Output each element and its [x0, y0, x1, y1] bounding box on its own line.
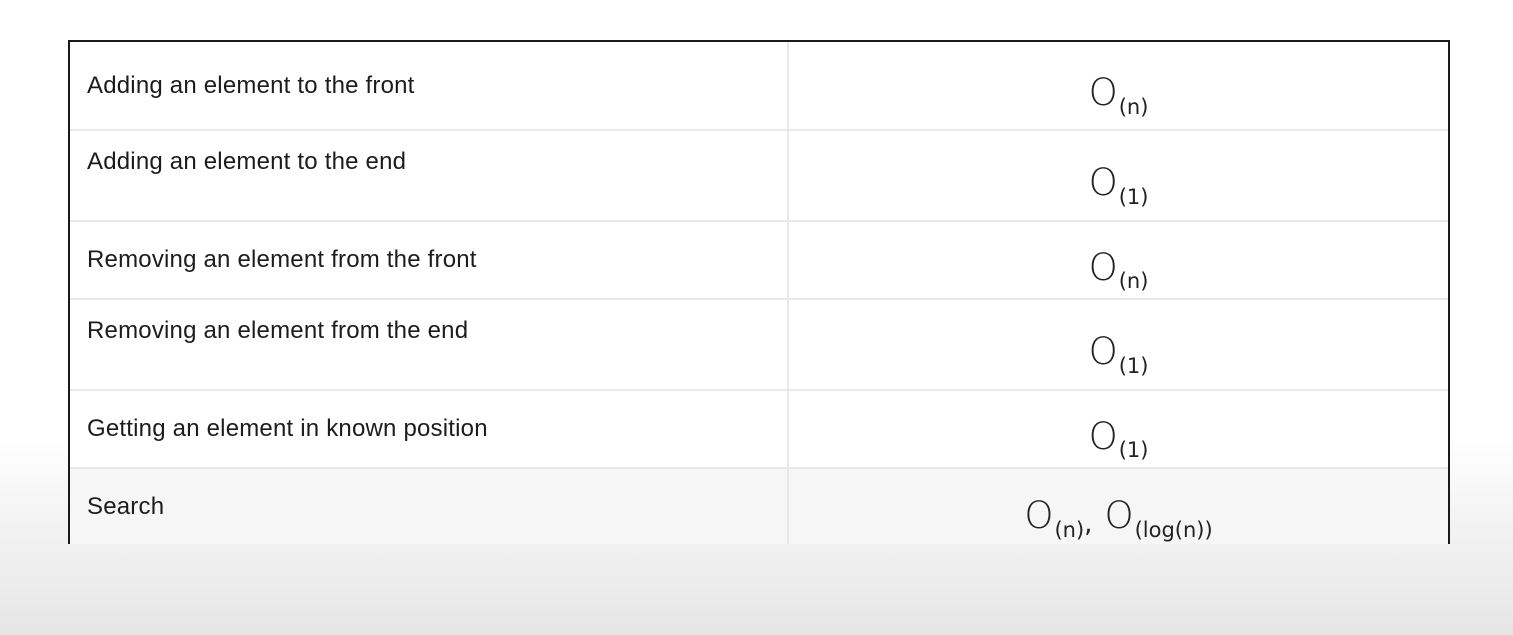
big-o-subscript: (n) [1118, 94, 1149, 119]
complexity-cell: O (n) [789, 222, 1448, 298]
operation-cell: Getting an element in known position [70, 391, 789, 467]
operation-cell: Adding an element to the end [70, 131, 789, 220]
complexity-table: Adding an element to the front O (n) Add… [68, 40, 1450, 544]
big-o-notation: O (1) [1088, 414, 1149, 463]
big-o-symbol: O [1024, 494, 1054, 537]
big-o-notation: O (n) , O (log(n)) [1024, 494, 1212, 542]
big-o-notation: O (n) [1088, 71, 1149, 119]
big-o-symbol: O [1088, 71, 1118, 114]
table-row: Removing an element from the end O (1) [70, 298, 1448, 389]
table-row: Getting an element in known position O (… [70, 389, 1448, 467]
table-row: Adding an element to the end O (1) [70, 129, 1448, 220]
big-o-symbol: O [1088, 330, 1118, 373]
table-row: Adding an element to the front O (n) [70, 42, 1448, 129]
big-o-subscript: (1) [1118, 353, 1149, 378]
complexity-cell: O (1) [789, 391, 1448, 467]
table-row: Search O (n) , O (log(n)) [70, 467, 1448, 544]
table-row: Removing an element from the front O (n) [70, 220, 1448, 298]
complexity-cell: O (1) [789, 131, 1448, 220]
big-o-subscript: (n) [1054, 517, 1085, 542]
big-o-subscript: (n) [1118, 269, 1149, 293]
big-o-subscript: (log(n)) [1134, 517, 1213, 542]
big-o-symbol: O [1104, 494, 1134, 537]
big-o-symbol: O [1088, 161, 1118, 204]
big-o-notation: O (1) [1088, 161, 1149, 209]
operation-cell: Search [70, 469, 789, 544]
complexity-cell: O (1) [789, 300, 1448, 389]
big-o-notation: O (n) [1088, 245, 1149, 294]
big-o-notation: O (1) [1088, 330, 1149, 378]
operation-cell: Removing an element from the front [70, 222, 789, 298]
big-o-subscript: (1) [1118, 438, 1149, 462]
complexity-cell: O (n) , O (log(n)) [789, 469, 1448, 544]
big-o-subscript: (1) [1118, 184, 1149, 209]
operation-cell: Removing an element from the end [70, 300, 789, 389]
complexity-cell: O (n) [789, 42, 1448, 129]
complexity-separator: , [1084, 508, 1093, 539]
big-o-symbol: O [1088, 414, 1118, 458]
operation-cell: Adding an element to the front [70, 42, 789, 129]
big-o-symbol: O [1088, 245, 1118, 289]
